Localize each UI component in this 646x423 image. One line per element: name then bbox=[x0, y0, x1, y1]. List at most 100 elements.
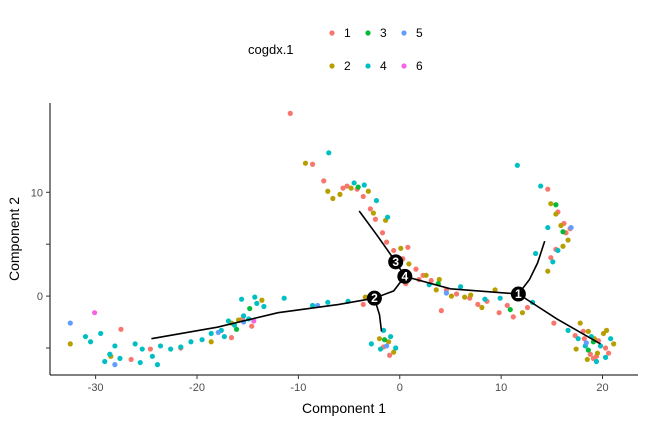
data-point-cogdx-2 bbox=[462, 294, 468, 300]
data-point-cogdx-4 bbox=[98, 330, 104, 337]
data-point-cogdx-4 bbox=[351, 180, 357, 186]
data-point-cogdx-2 bbox=[468, 292, 474, 298]
data-point-cogdx-2 bbox=[348, 185, 354, 191]
data-point-cogdx-4 bbox=[497, 295, 503, 301]
legend-label: 6 bbox=[416, 59, 423, 73]
data-point-cogdx-4 bbox=[157, 343, 164, 349]
data-point-cogdx-2 bbox=[479, 304, 485, 311]
data-point-cogdx-1 bbox=[118, 326, 124, 332]
data-point-cogdx-1 bbox=[524, 304, 531, 311]
data-point-cogdx-1 bbox=[438, 308, 444, 314]
data-point-cogdx-4 bbox=[593, 358, 600, 365]
data-point-cogdx-3 bbox=[233, 326, 240, 332]
data-point-cogdx-2 bbox=[406, 261, 412, 267]
data-point-cogdx-4 bbox=[252, 294, 258, 300]
data-point-cogdx-1 bbox=[340, 185, 346, 191]
data-point-cogdx-4 bbox=[384, 214, 391, 220]
data-point-cogdx-1 bbox=[367, 206, 373, 212]
legend-label: 4 bbox=[380, 59, 387, 73]
trajectory-branch bbox=[517, 240, 546, 295]
legend-swatch-6 bbox=[401, 63, 407, 69]
data-point-cogdx-2 bbox=[553, 211, 559, 217]
data-point-cogdx-4 bbox=[325, 299, 331, 305]
data-point-cogdx-1 bbox=[360, 193, 366, 200]
data-point-cogdx-2 bbox=[365, 188, 371, 194]
data-point-cogdx-2 bbox=[573, 346, 579, 352]
data-point-cogdx-1 bbox=[475, 301, 481, 308]
data-point-cogdx-4 bbox=[393, 345, 399, 351]
data-point-cogdx-1 bbox=[551, 320, 557, 326]
data-point-cogdx-3 bbox=[585, 347, 591, 353]
legend-swatch-4 bbox=[365, 63, 371, 69]
data-point-cogdx-5 bbox=[67, 320, 73, 326]
data-point-cogdx-1 bbox=[496, 310, 502, 316]
branch-node-4 bbox=[397, 268, 413, 284]
data-point-cogdx-2 bbox=[560, 243, 566, 249]
data-point-cogdx-1 bbox=[128, 356, 134, 363]
data-point-cogdx-4 bbox=[373, 197, 380, 204]
branch-node-1 bbox=[510, 286, 526, 302]
data-point-cogdx-4 bbox=[538, 183, 544, 189]
legend-label: 2 bbox=[344, 59, 351, 73]
data-point-cogdx-4 bbox=[608, 336, 614, 342]
x-tick-label: -10 bbox=[290, 382, 306, 394]
legend: cogdx.1 1 2 3 4 5 6 bbox=[248, 26, 423, 73]
data-point-cogdx-6 bbox=[92, 310, 98, 316]
x-tick-label: 10 bbox=[495, 382, 507, 394]
data-point-cogdx-1 bbox=[379, 230, 386, 236]
data-point-cogdx-4 bbox=[326, 150, 332, 156]
data-point-cogdx-1 bbox=[228, 335, 235, 341]
data-point-cogdx-1 bbox=[147, 346, 153, 352]
data-point-cogdx-4 bbox=[377, 346, 384, 352]
data-point-cogdx-4 bbox=[208, 330, 214, 337]
data-point-cogdx-2 bbox=[398, 245, 404, 251]
data-point-cogdx-2 bbox=[565, 237, 571, 243]
data-point-cogdx-1 bbox=[372, 216, 379, 222]
data-point-cogdx-4 bbox=[482, 296, 488, 302]
data-point-cogdx-1 bbox=[387, 352, 393, 358]
data-point-cogdx-6 bbox=[251, 318, 257, 324]
data-point-cogdx-4 bbox=[87, 339, 94, 345]
data-point-cogdx-4 bbox=[457, 284, 464, 290]
data-point-cogdx-1 bbox=[405, 244, 411, 250]
data-point-cogdx-2 bbox=[433, 287, 439, 293]
branch-node-label: 4 bbox=[401, 269, 408, 283]
data-point-cogdx-4 bbox=[137, 359, 143, 366]
data-point-cogdx-2 bbox=[519, 310, 526, 316]
data-point-cogdx-4 bbox=[565, 327, 571, 333]
data-point-cogdx-2 bbox=[208, 339, 214, 345]
x-tick-label: 0 bbox=[397, 382, 403, 394]
data-point-cogdx-1 bbox=[321, 178, 327, 184]
data-point-cogdx-2 bbox=[376, 336, 383, 342]
data-point-cogdx-4 bbox=[188, 339, 194, 345]
data-point-cogdx-5 bbox=[383, 343, 390, 349]
data-point-cogdx-4 bbox=[112, 343, 118, 349]
data-point-cogdx-3 bbox=[560, 229, 566, 235]
data-point-cogdx-2 bbox=[391, 349, 397, 355]
data-point-cogdx-4 bbox=[261, 303, 267, 310]
data-point-cogdx-5 bbox=[568, 224, 574, 231]
data-point-cogdx-4 bbox=[139, 346, 145, 352]
data-point-cogdx-2 bbox=[330, 195, 336, 202]
data-point-cogdx-1 bbox=[510, 314, 516, 320]
data-point-cogdx-4 bbox=[221, 333, 227, 340]
data-point-cogdx-2 bbox=[259, 297, 265, 303]
data-point-cogdx-1 bbox=[360, 301, 366, 308]
x-ticks: -30 -20 -10 0 10 20 bbox=[88, 375, 609, 394]
data-point-cogdx-2 bbox=[67, 341, 73, 347]
data-point-cogdx-4 bbox=[107, 351, 113, 357]
trajectory-branch bbox=[404, 275, 519, 295]
data-point-cogdx-4 bbox=[533, 250, 539, 257]
legend-title: cogdx.1 bbox=[248, 42, 294, 57]
data-point-cogdx-4 bbox=[225, 318, 232, 324]
data-point-cogdx-2 bbox=[492, 287, 498, 293]
branch-nodes: 1 2 34 bbox=[366, 254, 526, 306]
data-point-cogdx-2 bbox=[362, 294, 368, 300]
branch-node-label: 2 bbox=[371, 291, 378, 305]
legend-label: 1 bbox=[344, 26, 351, 40]
y-axis-title: Component 2 bbox=[6, 197, 22, 281]
data-point-cogdx-2 bbox=[337, 191, 343, 197]
data-point-cogdx-1 bbox=[309, 161, 316, 167]
axes: -30 -20 -10 0 10 20 0 10 bbox=[31, 103, 638, 394]
